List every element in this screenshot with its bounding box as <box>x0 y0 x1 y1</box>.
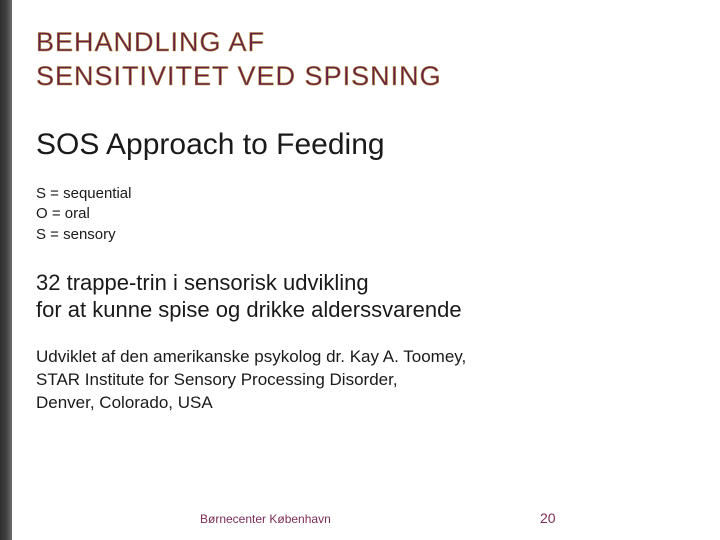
title-line-2: SENSITIVITET VED SPISNING <box>36 60 442 94</box>
credit-line-1: Udviklet af den amerikanske psykolog dr.… <box>36 346 676 369</box>
side-strip <box>0 0 12 540</box>
credit-line-2: STAR Institute for Sensory Processing Di… <box>36 369 676 392</box>
content-heading: SOS Approach to Feeding <box>36 128 676 162</box>
acronym-line-3: S = sensory <box>36 225 676 245</box>
acronym-line-1: S = sequential <box>36 184 676 204</box>
mid-block: 32 trappe-trin i sensorisk udvikling for… <box>36 269 676 324</box>
mid-line-1: 32 trappe-trin i sensorisk udvikling <box>36 269 676 297</box>
page-number: 20 <box>540 510 556 526</box>
slide: BEHANDLING AF SENSITIVITET VED SPISNING … <box>0 0 720 540</box>
credit-block: Udviklet af den amerikanske psykolog dr.… <box>36 346 676 415</box>
credit-line-3: Denver, Colorado, USA <box>36 392 676 415</box>
slide-title: BEHANDLING AF SENSITIVITET VED SPISNING <box>36 26 442 94</box>
acronym-line-2: O = oral <box>36 204 676 224</box>
slide-content: SOS Approach to Feeding S = sequential O… <box>36 128 676 415</box>
title-line-1: BEHANDLING AF <box>36 26 442 60</box>
acronym-block: S = sequential O = oral S = sensory <box>36 184 676 245</box>
mid-line-2: for at kunne spise og drikke alderssvare… <box>36 296 676 324</box>
footer-organization: Børnecenter København <box>200 512 331 526</box>
